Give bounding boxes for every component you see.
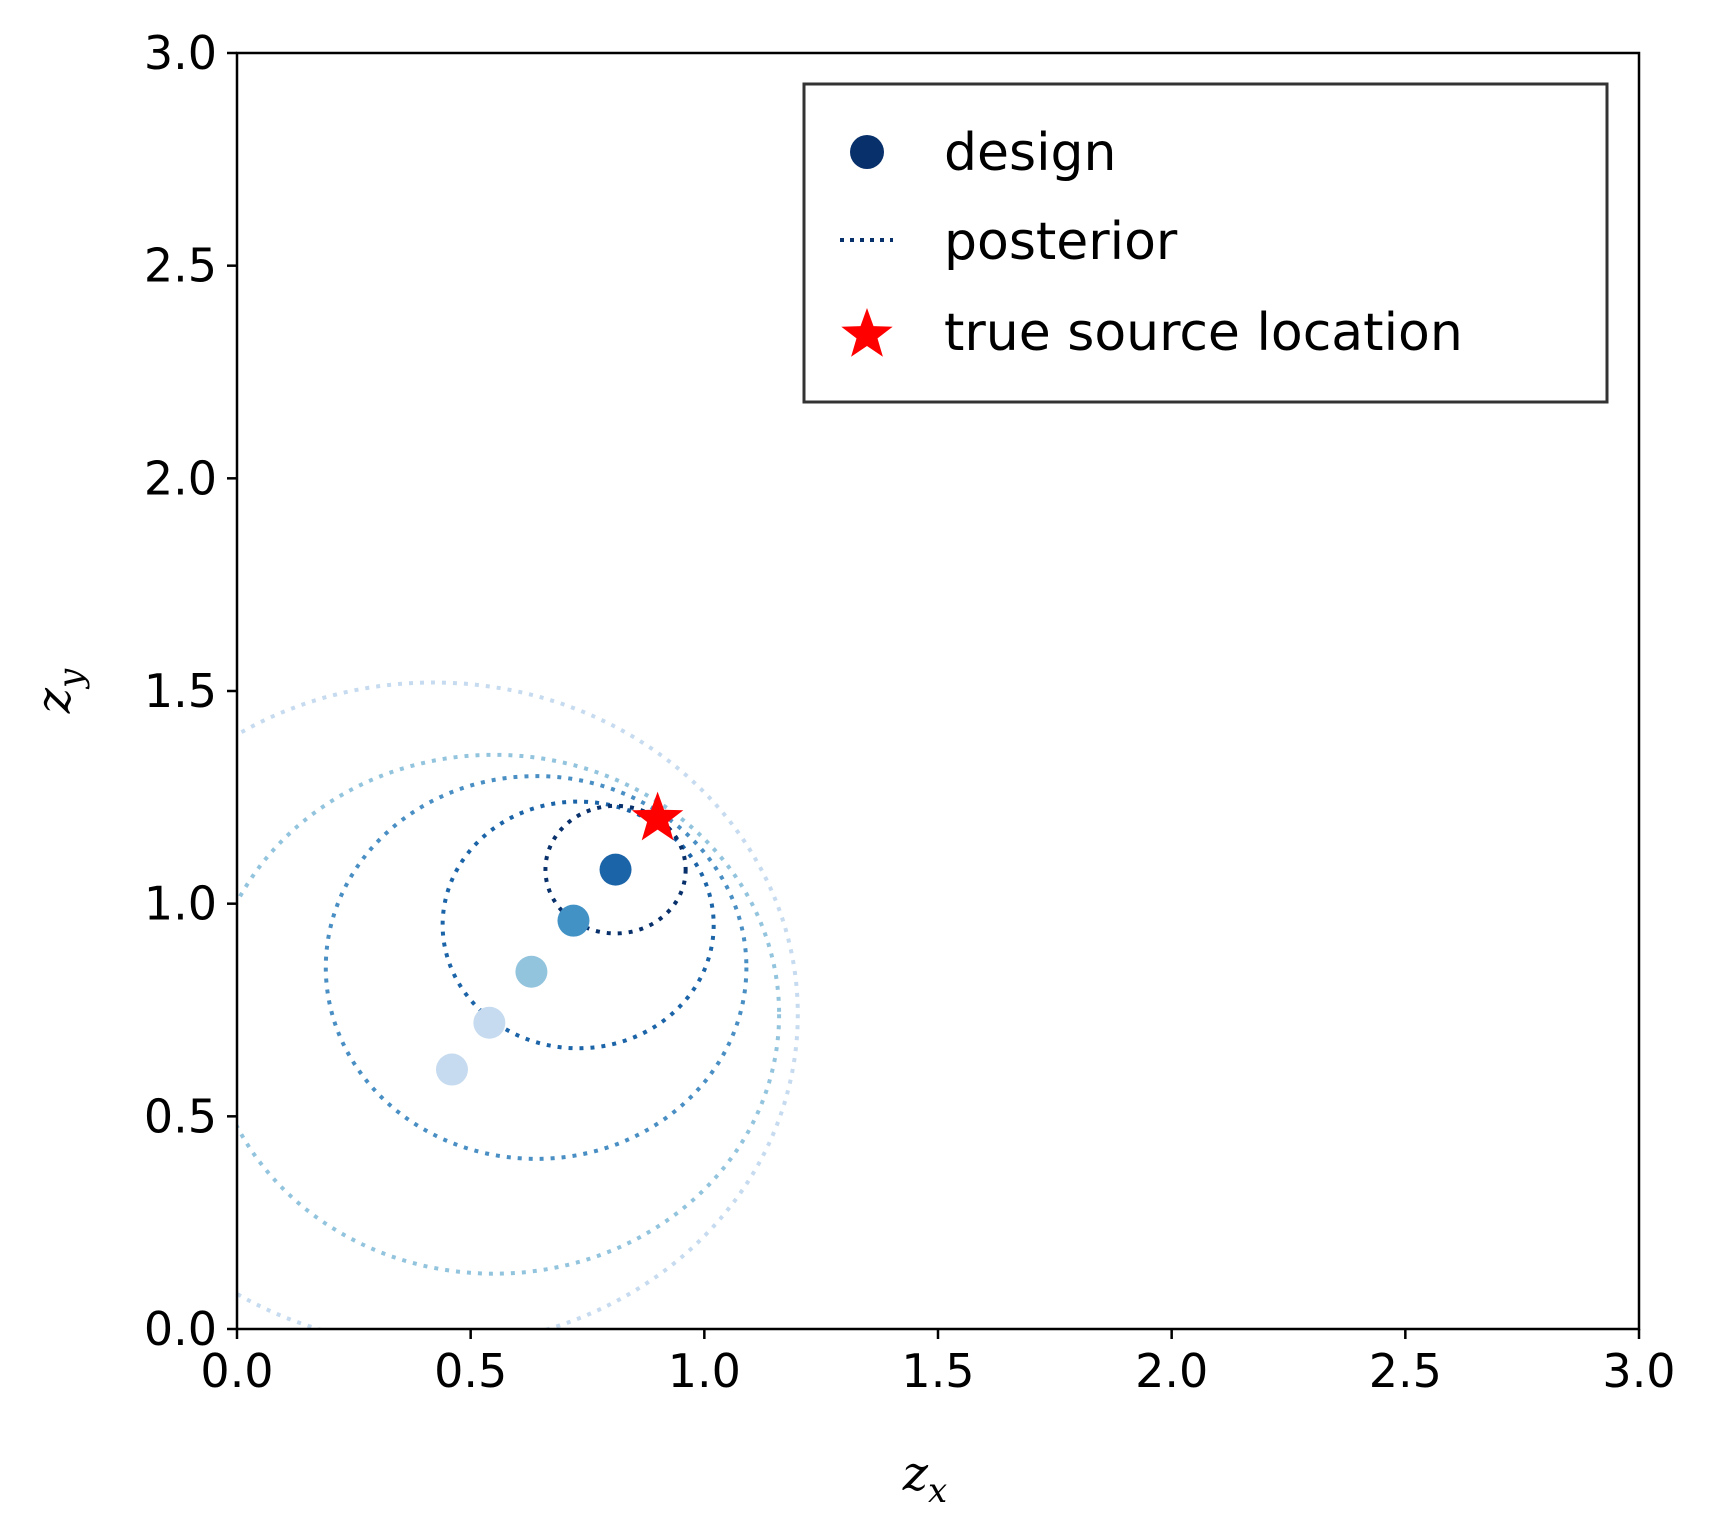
x-tick-label-1: 0.5: [434, 1344, 507, 1398]
design-point-1: [435, 1053, 468, 1086]
x-tick-label-3: 1.5: [901, 1344, 974, 1398]
legend-frame: [802, 82, 1609, 404]
posterior-circle-5: [543, 803, 688, 936]
legend-design-label: design: [944, 123, 1117, 183]
posterior-circle-2: [237, 752, 782, 1276]
posterior-circle-1: [237, 680, 800, 1329]
x-tick-label-4: 2.0: [1135, 1344, 1208, 1398]
y-tick-label-6: 3.0: [144, 26, 217, 80]
posterior-circle-3: [323, 774, 749, 1161]
y-axis-label-subscript: y: [51, 668, 91, 690]
y-tick-label-5: 2.5: [144, 239, 217, 293]
y-tick-label-4: 2.0: [144, 451, 217, 505]
y-tick-label-0: 0.0: [144, 1302, 217, 1356]
legend-star-marker: [841, 308, 893, 357]
x-axis-label-subscript: x: [928, 1471, 947, 1511]
legend: design posterior true source location: [802, 82, 1609, 404]
x-tick-label-0: 0.0: [200, 1344, 273, 1398]
true-source-layer: [631, 791, 684, 841]
y-tick-label-2: 1.0: [144, 877, 217, 931]
x-tick-label-6: 3.0: [1602, 1344, 1675, 1398]
x-tick-label-5: 2.5: [1369, 1344, 1442, 1398]
x-axis-ticks: 0.0 0.5 1.0 1.5 2.0 2.5 3.0: [200, 1329, 1676, 1398]
legend-true-source-label: true source location: [944, 303, 1463, 363]
posterior-circle-4: [440, 799, 716, 1051]
true-source-star: [631, 791, 684, 841]
design-point-4: [557, 904, 590, 937]
design-point-3: [515, 955, 548, 988]
y-tick-label-3: 1.5: [144, 664, 217, 718]
x-tick-label-2: 1.0: [668, 1344, 741, 1398]
y-axis-ticks: 0.0 0.5 1.0 1.5 2.0 2.5 3.0: [144, 26, 237, 1356]
legend-posterior-label: posterior: [944, 212, 1178, 272]
design-point-2: [473, 1006, 506, 1039]
legend-design-marker: [850, 135, 884, 169]
x-axis-label: zx: [902, 1446, 947, 1511]
y-tick-label-1: 0.5: [144, 1089, 217, 1143]
posterior-layer: [237, 680, 800, 1329]
design-layer: [435, 853, 632, 1086]
design-point-5: [599, 853, 632, 886]
y-axis-label: zy: [26, 668, 91, 714]
